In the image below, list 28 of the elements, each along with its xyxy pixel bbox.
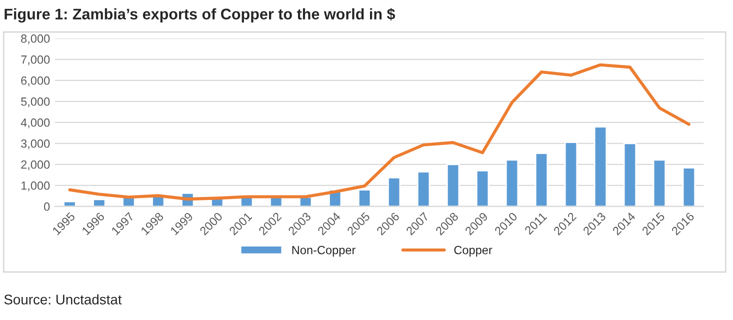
source-note: Source: Unctadstat: [4, 294, 122, 304]
bar: [534, 152, 548, 206]
legend-label: Non-Copper: [292, 246, 356, 257]
bar: [387, 176, 401, 206]
y-tick-label: 4,000: [20, 118, 50, 128]
bar: [92, 198, 106, 206]
line-series: [68, 63, 690, 201]
y-tick-label: 3,000: [21, 139, 50, 150]
y-tick-label: 2,000: [21, 160, 50, 170]
bar: [358, 189, 372, 206]
y-tick-label: 0: [44, 202, 50, 211]
y-tick-label: 1,000: [21, 181, 50, 192]
y-tick-label: 5,000: [21, 97, 50, 108]
bar: [682, 167, 696, 206]
bar: [416, 171, 430, 206]
bar: [505, 159, 519, 206]
y-tick-label: 7,000: [21, 55, 50, 66]
bar: [594, 126, 608, 206]
bar: [652, 159, 666, 206]
chart-title: Figure 1: Zambia’s exports of Copper to the world in $: [4, 8, 396, 23]
legend-label: Copper: [454, 246, 492, 257]
bar: [63, 200, 76, 206]
y-tick-label: 6,000: [21, 76, 50, 86]
bar: [564, 142, 578, 206]
y-tick-label: 8,000: [21, 34, 50, 44]
bar: [623, 142, 637, 206]
bar: [476, 170, 490, 206]
bar: [446, 164, 460, 206]
